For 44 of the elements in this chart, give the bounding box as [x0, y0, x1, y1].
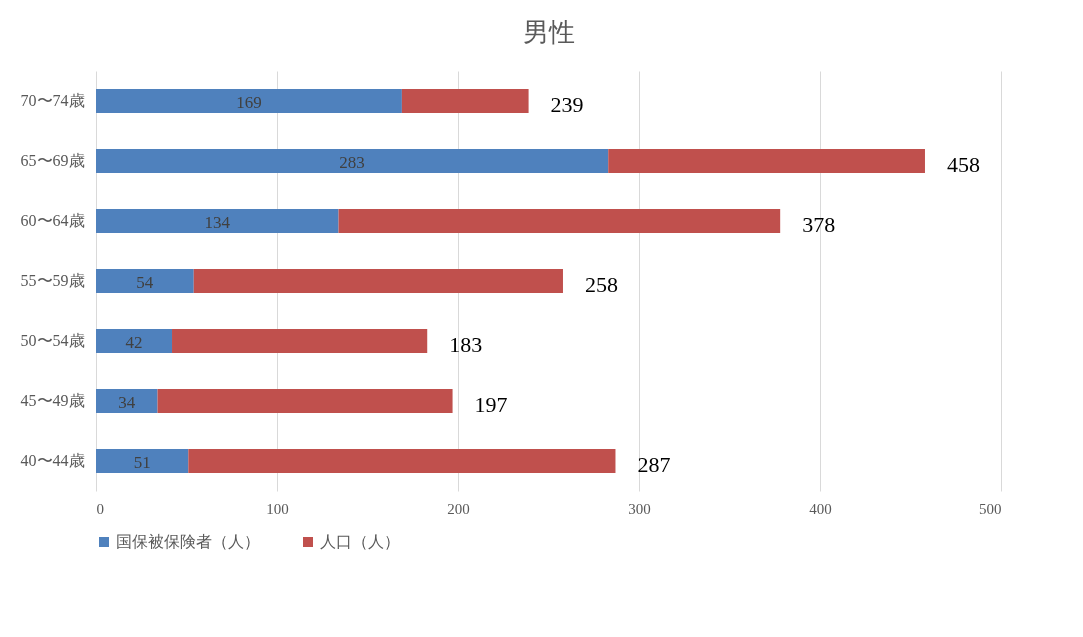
bar — [188, 449, 616, 473]
y-tick-label: 50〜54歳 — [20, 332, 85, 349]
data-label: 169 — [236, 93, 262, 112]
bar — [172, 329, 428, 353]
x-tick-label: 100 — [266, 500, 289, 517]
total-label: 258 — [584, 272, 618, 297]
bar — [96, 269, 194, 293]
y-tick-label: 55〜59歳 — [20, 272, 85, 289]
bar — [401, 89, 529, 113]
legend-label: 国保被保険者（人） — [116, 533, 260, 550]
x-tick-label: 300 — [628, 500, 651, 517]
data-label: 283 — [339, 153, 365, 172]
data-label: 54 — [136, 273, 154, 292]
data-label: 134 — [204, 213, 231, 232]
bar — [96, 389, 158, 413]
data-label: 42 — [125, 333, 143, 352]
total-label: 378 — [802, 212, 836, 237]
y-tick-label: 45〜49歳 — [20, 392, 85, 409]
y-tick-label: 65〜69歳 — [20, 152, 85, 169]
y-tick-label: 40〜44歳 — [20, 452, 85, 469]
y-tick-label: 70〜74歳 — [20, 92, 85, 109]
bar — [96, 149, 609, 173]
bar — [96, 449, 189, 473]
x-tick-label: 400 — [809, 500, 832, 517]
total-label: 458 — [946, 152, 980, 177]
bar — [96, 209, 339, 233]
bar — [608, 149, 925, 173]
bar — [338, 209, 781, 233]
y-tick-label: 60〜64歳 — [20, 212, 85, 229]
total-label: 183 — [449, 332, 483, 357]
bar — [193, 269, 563, 293]
total-label: 287 — [637, 452, 671, 477]
x-tick-label: 200 — [447, 500, 470, 517]
x-tick-label: 0 — [96, 500, 104, 517]
bar — [157, 389, 453, 413]
bar — [96, 329, 173, 353]
data-label: 34 — [118, 393, 136, 412]
x-tick-label: 500 — [979, 500, 1002, 517]
legend-label: 人口（人） — [320, 533, 400, 550]
total-label: 197 — [474, 392, 508, 417]
total-label: 239 — [550, 92, 584, 117]
data-label: 51 — [133, 453, 151, 472]
chart-title: 男性 — [522, 17, 575, 47]
bar — [96, 89, 402, 113]
